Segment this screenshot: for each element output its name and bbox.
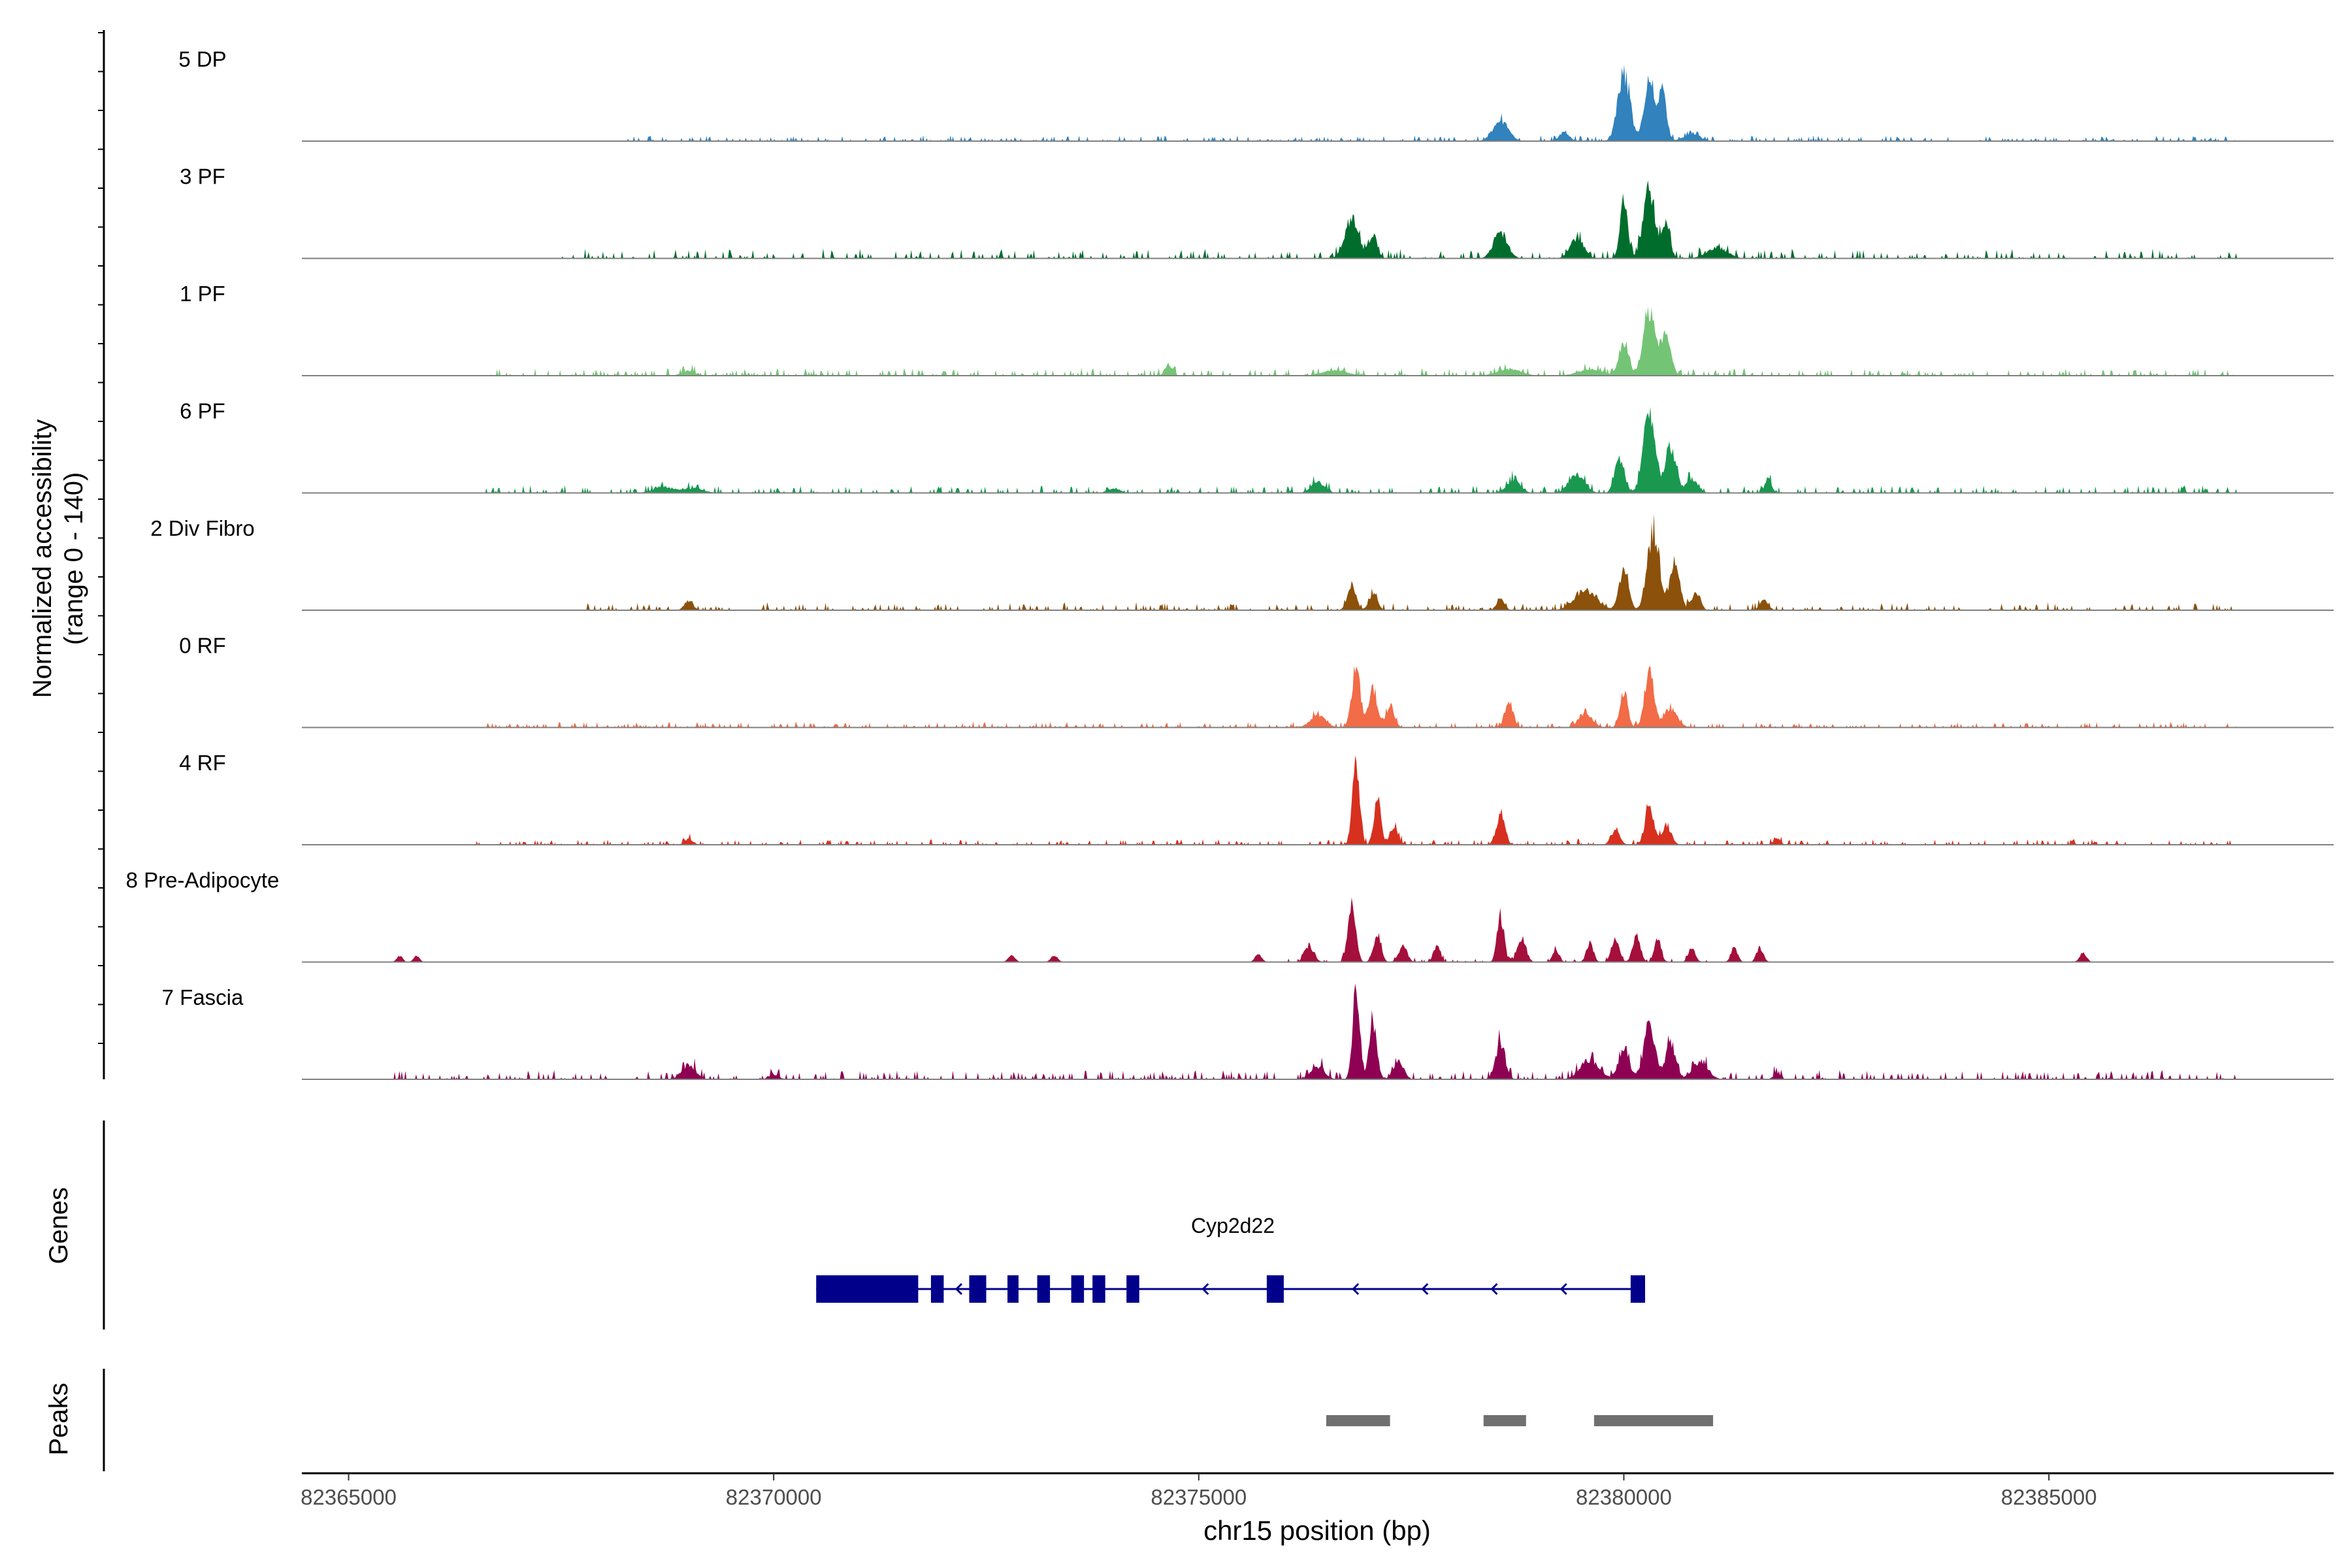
track-4-rf: 4 RF [179, 751, 2334, 845]
track-label: 8 Pre-Adipocyte [126, 868, 280, 892]
gene-exon [1007, 1275, 1019, 1303]
peaks-panel-title: Peaks [44, 1382, 73, 1455]
track-area [302, 897, 2334, 962]
strand-arrow [1421, 1282, 1429, 1296]
track-0-rf: 0 RF [179, 634, 2334, 728]
track-label: 0 RF [179, 634, 226, 658]
peak-regions [1326, 1415, 1714, 1426]
track-label: 7 Fascia [162, 985, 244, 1009]
track-area [302, 666, 2334, 728]
gene-exon [1092, 1275, 1105, 1303]
gene-exon [930, 1275, 944, 1303]
track-area [302, 755, 2334, 845]
y-axis-label: Normalized accessibility [28, 419, 57, 698]
x-tick-label: 82375000 [1151, 1485, 1247, 1509]
track-1-pf: 1 PF [180, 282, 2334, 376]
gene-exon [816, 1275, 919, 1303]
gene-exon [1630, 1275, 1645, 1303]
track-2-div-fibro: 2 Div Fibro [150, 513, 2334, 611]
peak-region [1593, 1415, 1714, 1426]
peak-region [1483, 1415, 1526, 1426]
track-label: 1 PF [180, 282, 225, 306]
track-area [302, 306, 2334, 376]
strand-arrow [955, 1282, 963, 1296]
track-7-fascia: 7 Fascia [162, 983, 2334, 1080]
track-area [302, 180, 2334, 259]
track-area [302, 406, 2334, 493]
track-label: 5 DP [178, 47, 226, 71]
track-6-pf: 6 PF [180, 399, 2334, 494]
track-area [302, 983, 2334, 1079]
track-label: 3 PF [180, 165, 225, 189]
strand-arrow [1490, 1282, 1498, 1296]
y-axis-label-range: (range 0 - 140) [59, 472, 88, 645]
track-area [302, 513, 2334, 610]
track-5-dp: 5 DP [178, 47, 2334, 142]
x-tick-label: 82380000 [1576, 1485, 1672, 1509]
x-tick-label: 82365000 [301, 1485, 397, 1509]
gene-exon [1037, 1275, 1051, 1303]
strand-arrow [1201, 1282, 1209, 1296]
x-tick-label: 82385000 [2001, 1485, 2097, 1509]
x-axis-label: chr15 position (bp) [1203, 1515, 1431, 1546]
x-tick-label: 82370000 [726, 1485, 822, 1509]
genes-panel-title: Genes [44, 1187, 73, 1264]
gene-exon [1126, 1275, 1139, 1303]
peak-region [1326, 1415, 1390, 1426]
strand-arrow [1560, 1282, 1567, 1296]
gene-model: Cyp2d22 [816, 1214, 1645, 1303]
track-label: 6 PF [180, 399, 225, 423]
track-area [302, 65, 2334, 141]
gene-exon [1266, 1275, 1284, 1303]
gene-exon [1071, 1275, 1085, 1303]
coverage-y-ticks [98, 32, 104, 1044]
strand-arrow [1352, 1282, 1360, 1296]
gene-label: Cyp2d22 [1191, 1214, 1275, 1237]
track-label: 4 RF [179, 751, 226, 775]
track-label: 2 Div Fibro [150, 516, 255, 540]
x-axis-ticks: 82365000 82370000 82375000 82380000 82385000 [301, 1473, 2097, 1509]
gene-exon [969, 1275, 987, 1303]
track-8-pre-adipocyte: 8 Pre-Adipocyte [126, 868, 2334, 963]
track-3-pf: 3 PF [180, 165, 2334, 259]
coverage-tracks: 5 DP 3 PF 1 PF 6 PF 2 Div Fibro 0 RF 4 RF 8 Pre… [126, 47, 2334, 1080]
